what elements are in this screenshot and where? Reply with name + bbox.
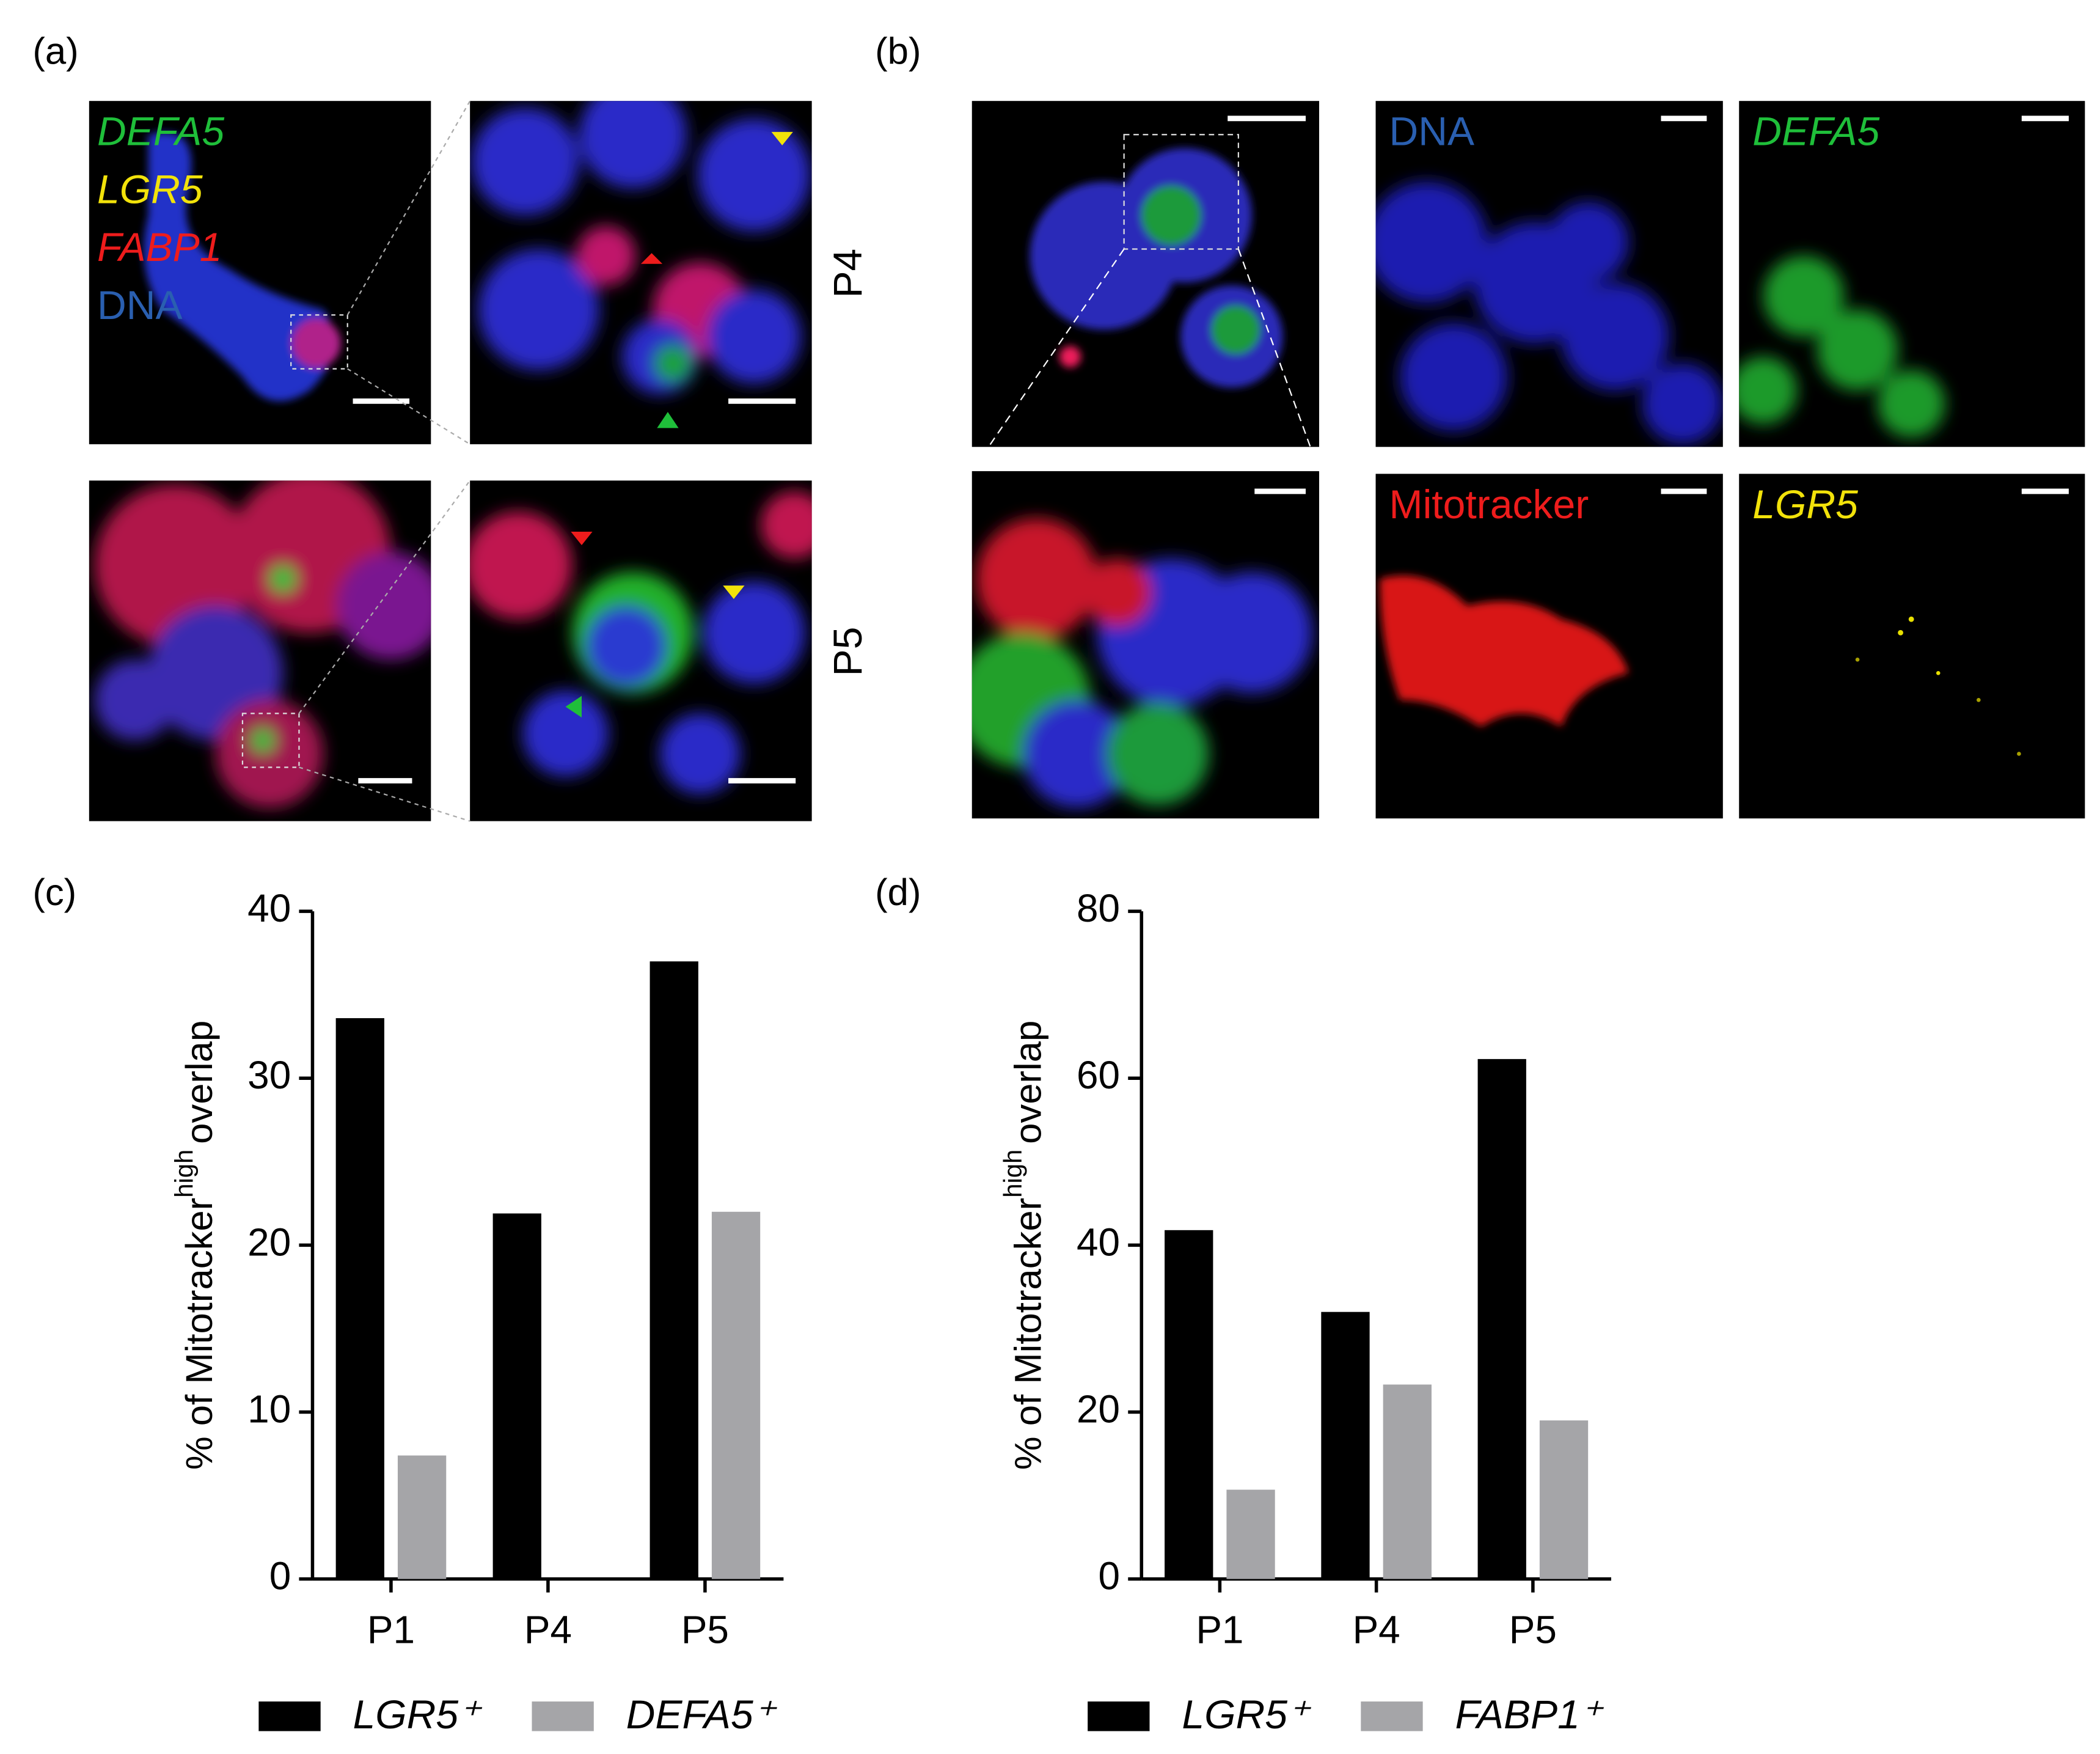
channel-label: DNA bbox=[97, 283, 182, 328]
zoom-line bbox=[299, 766, 470, 822]
x-tick-label: P5 bbox=[1509, 1608, 1557, 1652]
y-tick-label: 80 bbox=[1077, 886, 1120, 930]
micrograph bbox=[470, 480, 812, 821]
bar bbox=[649, 961, 698, 1579]
micrograph bbox=[89, 101, 431, 444]
y-tick-label: 0 bbox=[1099, 1554, 1121, 1598]
x-tick-label: P1 bbox=[1196, 1608, 1243, 1652]
y-tick-label: 40 bbox=[1077, 1220, 1120, 1264]
y-axis-label-part: high bbox=[169, 1150, 198, 1198]
y-axis-label: % of Mitotrackerhigh overlap bbox=[169, 1021, 221, 1470]
x-tick-label: P4 bbox=[1353, 1608, 1400, 1652]
bar bbox=[711, 1211, 761, 1579]
micrograph bbox=[470, 101, 812, 444]
bar bbox=[1477, 1059, 1526, 1579]
channel-label: DEFA5 bbox=[97, 109, 224, 155]
bar bbox=[1165, 1230, 1213, 1579]
y-axis-label-part: % of Mitotracker bbox=[1008, 1198, 1050, 1470]
micrograph bbox=[1739, 474, 2085, 819]
zoom-line bbox=[971, 248, 1125, 472]
y-tick-label: 60 bbox=[1077, 1053, 1120, 1097]
bar bbox=[1383, 1384, 1432, 1579]
y-tick-label: 30 bbox=[247, 1053, 291, 1097]
channel-label: LGR5 bbox=[97, 167, 203, 212]
bar bbox=[1226, 1489, 1275, 1579]
channel-label: LGR5 bbox=[1752, 482, 1858, 527]
y-axis-label: % of Mitotrackerhigh overlap bbox=[998, 1021, 1050, 1470]
channel-label: DEFA5 bbox=[1752, 109, 1879, 155]
bar bbox=[335, 1018, 384, 1579]
y-tick-label: 0 bbox=[269, 1554, 291, 1598]
x-tick-label: P4 bbox=[524, 1608, 572, 1652]
micrograph bbox=[1375, 101, 1723, 447]
y-axis-label-part: overlap bbox=[1008, 1021, 1050, 1144]
channel-label: FABP1 bbox=[97, 225, 222, 270]
channel-legend: DEFA5 LGR5 FABP1 DNA bbox=[97, 109, 224, 328]
bar bbox=[1539, 1420, 1589, 1579]
legend-swatch bbox=[258, 1701, 321, 1731]
charts: (c)% of Mitotrackerhighoverlap010203040P… bbox=[32, 871, 1611, 1737]
panel-label: (c) bbox=[32, 871, 76, 914]
panel-label: (a) bbox=[32, 30, 78, 72]
micrograph bbox=[971, 471, 1320, 819]
legend-label: FABP1⁺ bbox=[1455, 1692, 1604, 1737]
x-tick-label: P1 bbox=[367, 1608, 415, 1652]
legend-label: LGR5⁺ bbox=[1182, 1692, 1312, 1737]
panel-label: (d) bbox=[875, 871, 921, 914]
y-axis-label-part: % of Mitotracker bbox=[178, 1198, 221, 1470]
row-label: P4 bbox=[825, 249, 871, 298]
legend-label: DEFA5⁺ bbox=[626, 1692, 778, 1737]
row-label: P5 bbox=[825, 627, 871, 677]
bar bbox=[397, 1455, 447, 1579]
y-tick-label: 40 bbox=[247, 886, 291, 930]
legend-swatch bbox=[1088, 1701, 1150, 1731]
bar bbox=[492, 1213, 541, 1579]
micrograph bbox=[1739, 101, 2085, 447]
y-tick-label: 20 bbox=[247, 1220, 291, 1264]
panel-label: (b) bbox=[875, 30, 921, 72]
legend-label: LGR5⁺ bbox=[353, 1692, 483, 1737]
legend-swatch bbox=[532, 1701, 594, 1731]
y-tick-label: 20 bbox=[1077, 1387, 1120, 1431]
y-axis-label-part: overlap bbox=[178, 1021, 221, 1144]
micrograph bbox=[971, 101, 1320, 447]
channel-label: DNA bbox=[1389, 109, 1474, 155]
channel-label: Mitotracker bbox=[1389, 482, 1589, 527]
legend-swatch bbox=[1361, 1701, 1423, 1731]
micrograph bbox=[1375, 474, 1723, 819]
zoom-line bbox=[346, 100, 471, 315]
micrograph bbox=[89, 480, 431, 821]
bar bbox=[1321, 1312, 1370, 1579]
x-tick-label: P5 bbox=[681, 1608, 729, 1652]
y-tick-label: 10 bbox=[247, 1387, 291, 1431]
y-axis-label-part: high bbox=[998, 1150, 1027, 1198]
